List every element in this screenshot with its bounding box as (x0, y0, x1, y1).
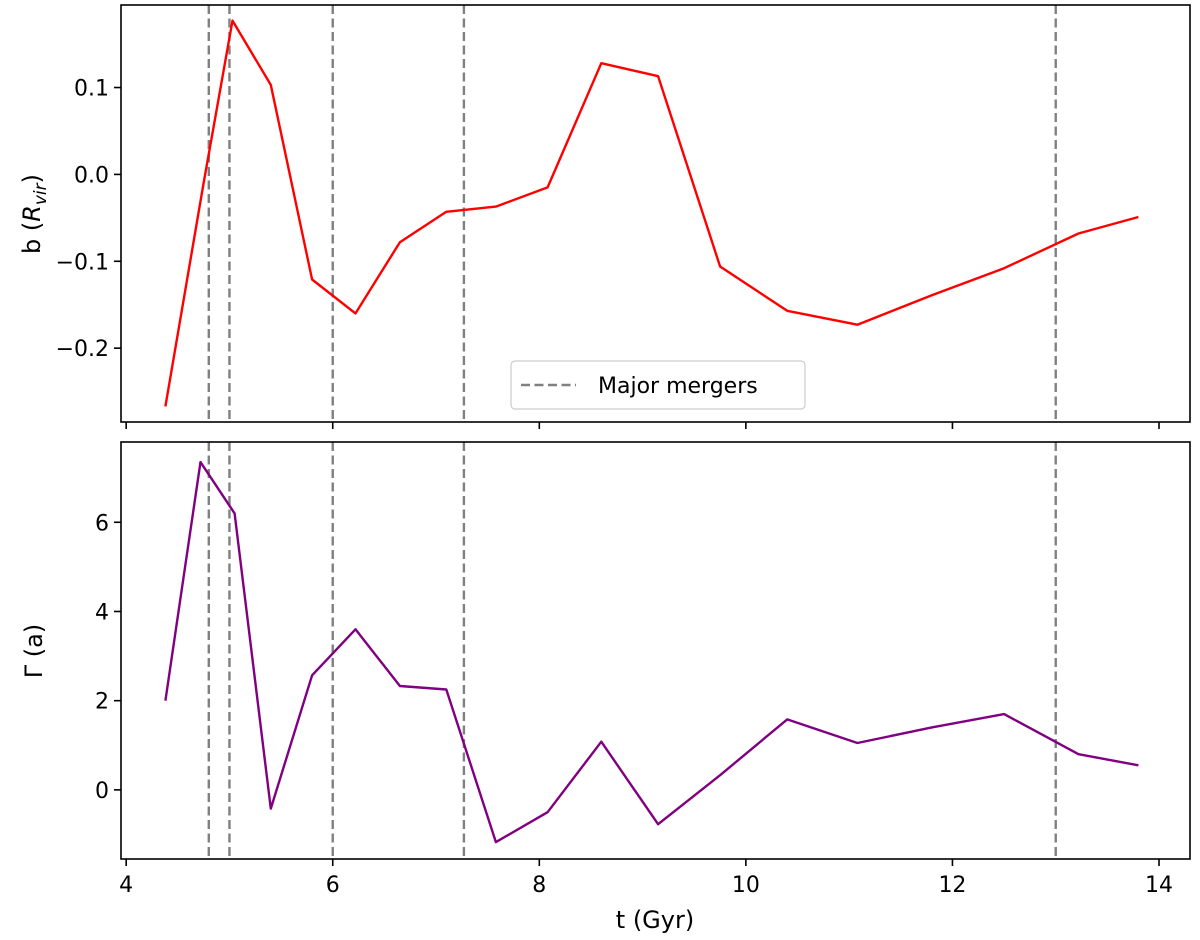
top-y-axis-label: b (Rvir) (18, 174, 51, 254)
legend-box (510, 360, 806, 410)
top-x-ticks (125, 422, 1160, 429)
top-series-line (164, 19, 1139, 407)
bot-x-tick-label: 8 (532, 873, 546, 898)
top-ylabel-var: R (18, 205, 46, 222)
bot-y-tick-label: 0 (95, 779, 109, 804)
top-merger-lines (207, 5, 1057, 422)
top-y-ticks: −0.2 −0.1 0.0 0.1 (56, 77, 121, 362)
bottom-series (164, 460, 1139, 844)
bottom-panel: 0 2 4 6 4 6 8 10 12 14 Γ (a) t (Gyr) (20, 441, 1191, 934)
bot-x-tick-label: 4 (119, 873, 133, 898)
bot-x-tick-label: 10 (732, 873, 760, 898)
bottom-axes-frame (120, 441, 1191, 860)
bot-y-tick-label: 6 (95, 511, 109, 536)
bottom-merger-lines (207, 442, 1057, 859)
legend-label: Major mergers (598, 374, 758, 399)
top-ylabel-main: b ( (18, 222, 46, 254)
bot-y-tick-label: 2 (95, 690, 109, 715)
bot-y-tick-label: 4 (95, 600, 109, 625)
top-y-tick-label: 0.1 (74, 77, 109, 102)
top-ylabel-sub: vir (31, 182, 51, 205)
top-y-tick-label: 0.0 (74, 163, 109, 188)
bot-series-line (164, 460, 1139, 844)
legend: Major mergers (510, 360, 806, 410)
bot-x-tick-label: 12 (938, 873, 966, 898)
bottom-x-ticks: 4 6 8 10 12 14 (119, 859, 1173, 898)
bot-x-tick-label: 6 (326, 873, 340, 898)
top-panel: −0.2 −0.1 0.0 0.1 b (Rvir) Major mergers (18, 4, 1191, 429)
top-series (164, 19, 1139, 407)
bottom-y-axis-label: Γ (a) (20, 624, 48, 678)
top-y-tick-label: −0.1 (56, 250, 109, 275)
top-axes-frame (120, 4, 1191, 423)
bottom-y-ticks: 0 2 4 6 (95, 511, 121, 804)
x-axis-label: t (Gyr) (616, 906, 694, 934)
bot-x-tick-label: 14 (1145, 873, 1173, 898)
top-y-tick-label: −0.2 (56, 337, 109, 362)
top-ylabel-close: ) (18, 174, 46, 183)
